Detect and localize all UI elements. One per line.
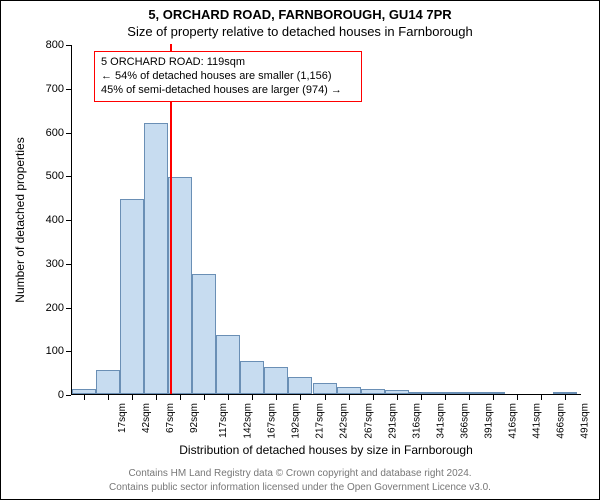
x-tick-mark	[156, 395, 157, 400]
chart-container: 5, ORCHARD ROAD, FARNBOROUGH, GU14 7PR S…	[0, 0, 600, 500]
histogram-bar	[96, 370, 120, 394]
x-tick-mark	[445, 395, 446, 400]
histogram-bar	[361, 389, 385, 394]
x-tick-label: 242sqm	[339, 403, 350, 439]
y-tick-label: 600	[46, 127, 64, 139]
x-tick-label: 192sqm	[291, 403, 302, 439]
x-tick-mark	[180, 395, 181, 400]
histogram-bar	[192, 274, 216, 394]
histogram-bar	[481, 392, 505, 394]
histogram-bar	[288, 377, 312, 395]
annotation-line3: 45% of semi-detached houses are larger (…	[101, 84, 355, 98]
x-tick-label: 167sqm	[267, 403, 278, 439]
x-tick-label: 491sqm	[580, 403, 591, 439]
x-tick-label: 416sqm	[507, 403, 518, 439]
histogram-bar	[433, 392, 457, 394]
footer-licence: Contains public sector information licen…	[1, 482, 599, 493]
x-tick-label: 42sqm	[141, 403, 152, 433]
x-tick-label: 92sqm	[189, 403, 200, 433]
x-tick-mark	[517, 395, 518, 400]
x-tick-mark	[84, 395, 85, 400]
x-tick-label: 466sqm	[556, 403, 567, 439]
x-tick-label: 17sqm	[117, 403, 128, 433]
x-tick-label: 267sqm	[363, 403, 374, 439]
histogram-bar	[385, 390, 409, 394]
x-tick-mark	[421, 395, 422, 400]
x-tick-mark	[325, 395, 326, 400]
x-tick-mark	[276, 395, 277, 400]
y-tick-label: 200	[46, 302, 64, 314]
x-tick-label: 117sqm	[218, 403, 229, 438]
x-tick-label: 441sqm	[531, 403, 542, 439]
footer-copyright: Contains HM Land Registry data © Crown c…	[1, 468, 599, 479]
y-tick-label: 800	[46, 39, 64, 51]
y-tick-label: 100	[46, 345, 64, 357]
x-tick-label: 341sqm	[435, 403, 446, 439]
histogram-bar	[457, 392, 481, 394]
x-tick-mark	[349, 395, 350, 400]
x-tick-mark	[132, 395, 133, 400]
y-tick-label: 300	[46, 258, 64, 270]
histogram-bar	[313, 383, 337, 394]
plot-area: 5 ORCHARD ROAD: 119sqm ← 54% of detached…	[71, 45, 581, 395]
annotation-line2: ← 54% of detached houses are smaller (1,…	[101, 70, 355, 84]
histogram-bar	[409, 392, 433, 394]
histogram-bar	[264, 367, 288, 394]
chart-title-subtitle: Size of property relative to detached ho…	[1, 24, 599, 39]
x-tick-mark	[300, 395, 301, 400]
x-tick-label: 142sqm	[243, 403, 254, 439]
x-tick-mark	[252, 395, 253, 400]
histogram-bar	[553, 392, 577, 394]
x-tick-mark	[565, 395, 566, 400]
y-tick-label: 700	[46, 83, 64, 95]
x-tick-mark	[373, 395, 374, 400]
histogram-bar	[144, 123, 168, 394]
histogram-bar	[120, 199, 144, 394]
x-tick-mark	[493, 395, 494, 400]
annotation-line1: 5 ORCHARD ROAD: 119sqm	[101, 56, 355, 70]
y-tick-label: 400	[46, 214, 64, 226]
histogram-bar	[240, 361, 264, 394]
x-axis-label: Distribution of detached houses by size …	[71, 443, 581, 457]
y-tick-label: 500	[46, 170, 64, 182]
y-axis-label: Number of detached properties	[13, 137, 27, 302]
x-tick-mark	[397, 395, 398, 400]
histogram-bar	[72, 389, 96, 394]
y-tick-mark	[66, 395, 71, 396]
histogram-bar	[337, 387, 361, 394]
x-tick-label: 316sqm	[411, 403, 422, 439]
x-tick-label: 67sqm	[165, 403, 176, 433]
x-tick-mark	[108, 395, 109, 400]
annotation-box: 5 ORCHARD ROAD: 119sqm ← 54% of detached…	[94, 51, 362, 102]
x-tick-label: 217sqm	[315, 403, 326, 439]
y-tick-label: 0	[58, 389, 64, 401]
x-tick-mark	[228, 395, 229, 400]
x-tick-label: 391sqm	[483, 403, 494, 439]
x-tick-mark	[204, 395, 205, 400]
histogram-bar	[216, 335, 240, 394]
x-tick-label: 366sqm	[459, 403, 470, 439]
x-tick-mark	[469, 395, 470, 400]
chart-title-address: 5, ORCHARD ROAD, FARNBOROUGH, GU14 7PR	[1, 7, 599, 22]
x-tick-mark	[541, 395, 542, 400]
x-tick-label: 291sqm	[387, 403, 398, 439]
